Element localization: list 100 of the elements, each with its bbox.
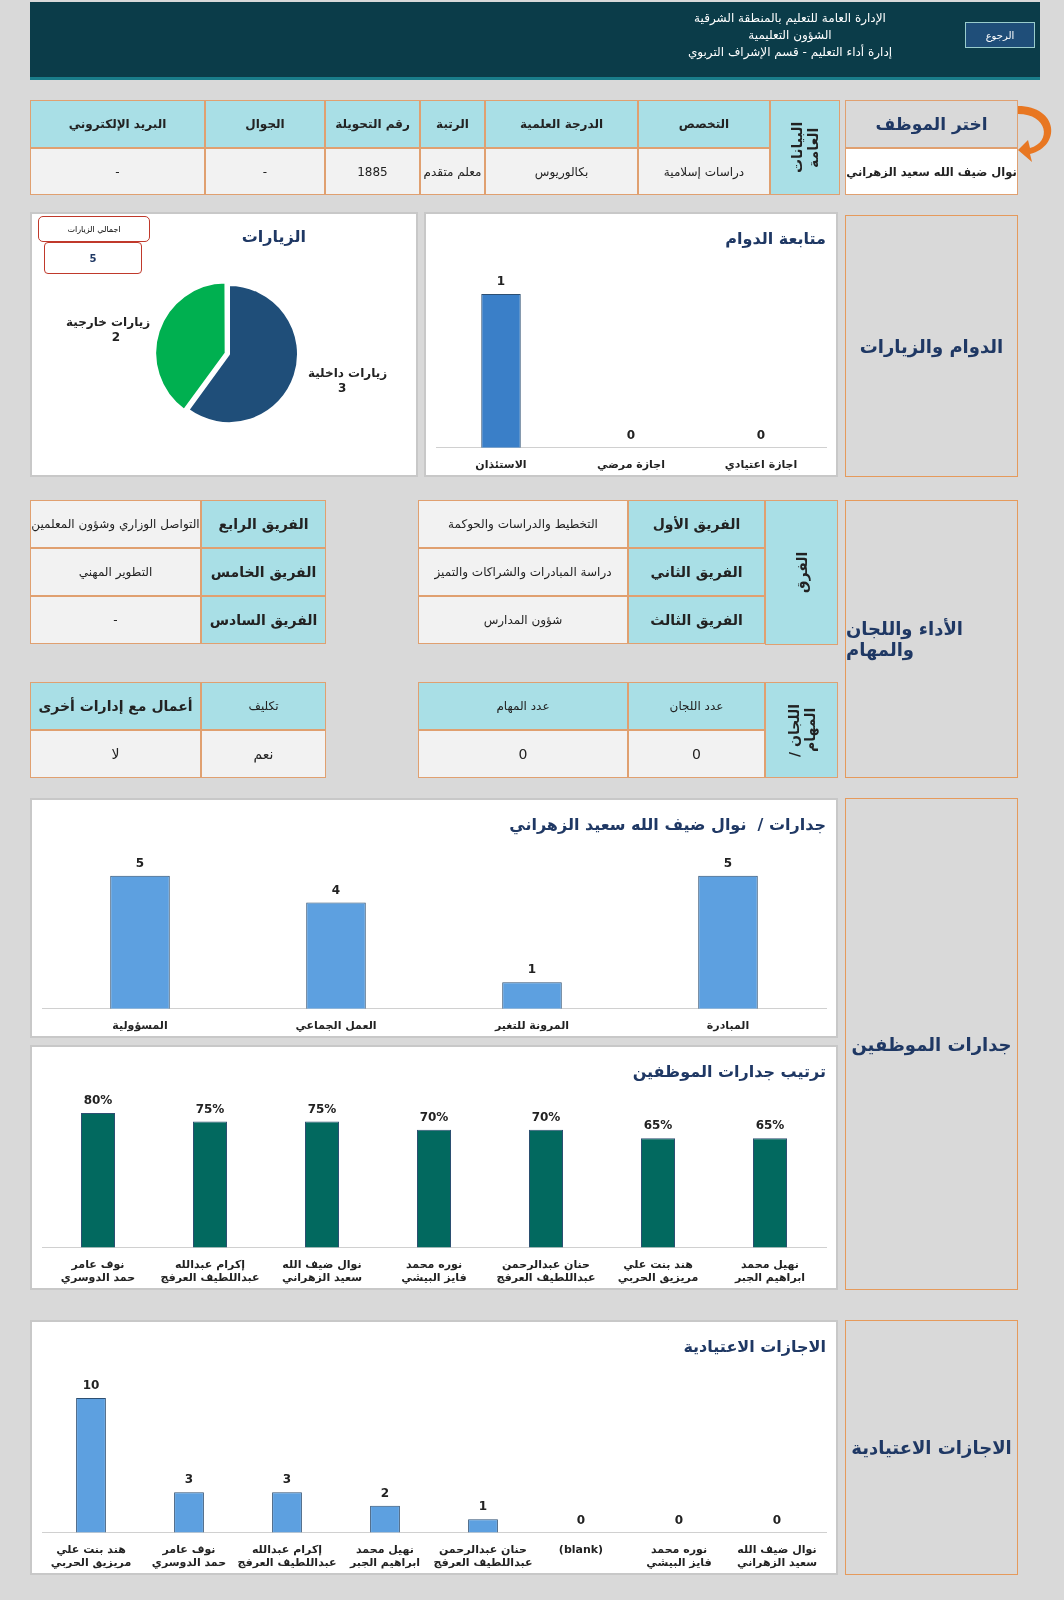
x-tick-label: حنان عبدالرحمن عبداللطيف العرفج (433, 1543, 533, 1570)
x-tick-label: المبادرة (706, 1019, 750, 1033)
data-label: 0 (674, 1512, 684, 1527)
text: الفريق الثالث (628, 596, 765, 644)
data-label: 65% (755, 1118, 785, 1133)
text: الرتبة (420, 100, 485, 148)
x-tick-label: هند بنت علي مريزيق الحربي (50, 1543, 132, 1570)
text: البيانات العامة (770, 100, 840, 195)
text: الرجوع (965, 22, 1035, 48)
x-tick-label: المسؤولية (112, 1019, 168, 1033)
x-tick-label: اجازة اعتيادي (724, 458, 798, 472)
data-label: 3 (184, 1472, 194, 1487)
data-label: 65% (643, 1118, 673, 1133)
x-tick-label: نوره محمد فايز البيشي (401, 1258, 467, 1285)
x-tick-label: العمل الجماعي (295, 1019, 377, 1033)
text: معلم متقدم (420, 148, 485, 195)
data-label: 1 (478, 1499, 488, 1514)
x-tick-label: الاستئذان (475, 458, 527, 472)
x-tick-label: إكرام عبدالله عبداللطيف العرفج (237, 1543, 337, 1570)
chart-title: الاجازات الاعتيادية (683, 1336, 826, 1356)
data-label: 1 (496, 274, 506, 289)
slice-label: زيارات داخلية (307, 365, 388, 380)
x-tick-label: نهيل محمد ابراهيم الجبر (348, 1543, 421, 1570)
text: التخصص (638, 100, 770, 148)
text: اللجان / المهام (765, 682, 838, 778)
data-label: 0 (772, 1512, 782, 1527)
text: 0 (418, 730, 628, 778)
text: أعمال مع إدارات أخرى (30, 682, 201, 730)
data-label: 70% (531, 1109, 561, 1124)
data-label: 0 (756, 427, 766, 442)
text: لا (30, 730, 201, 778)
x-tick-label: نوره محمد فايز البيشي (646, 1543, 712, 1570)
x-tick-label: حنان عبدالرحمن عبداللطيف العرفج (496, 1258, 596, 1285)
data-label: 75% (195, 1101, 225, 1116)
data-label: 75% (307, 1101, 337, 1116)
x-tick-label: المرونة للتغير (493, 1019, 570, 1033)
text: الاجازات الاعتيادية (845, 1320, 1018, 1575)
text: إدارة أداء التعليم - قسم الإشراف التربوي (686, 44, 894, 61)
data-label: 5 (723, 855, 733, 870)
text: الفريق السادس (201, 596, 326, 644)
data-label: 70% (419, 1109, 449, 1124)
text: الإدارة العامة للتعليم بالمنطقة الشرقية (693, 10, 887, 27)
chart-title: الزيارات (241, 226, 306, 246)
text: الأداء واللجان والمهام (845, 500, 1018, 778)
text: نوال ضيف الله سعيد الزهراني (845, 148, 1018, 195)
text: البريد الإلكتروني (30, 100, 205, 148)
text: دراسات إسلامية (638, 148, 770, 195)
text: الجوال (205, 100, 325, 148)
text: جدارات الموظفين (845, 798, 1018, 1290)
text: اجمالي الزيارات (38, 216, 150, 242)
text: الدرجة العلمية (485, 100, 638, 148)
x-tick-label: نوف عامر حمد الدوسري (60, 1258, 136, 1285)
text: نعم (201, 730, 326, 778)
text: الشؤون التعليمية (747, 27, 833, 44)
text: دراسة المبادرات والشراكات والتميز (418, 548, 628, 596)
x-tick-label: إكرام عبدالله عبداللطيف العرفج (160, 1258, 260, 1285)
text: اختر الموظف (845, 100, 1018, 148)
text: - (30, 148, 205, 195)
text: عدد المهام (418, 682, 628, 730)
data-label: 3 (337, 380, 347, 395)
text: الفريق الأول (628, 500, 765, 548)
x-tick-label: نوال ضيف الله سعيد الزهراني (737, 1543, 817, 1570)
chart-title: متابعة الدوام (725, 228, 826, 248)
text: الفريق الرابع (201, 500, 326, 548)
x-tick-label: نوف عامر حمد الدوسري (151, 1543, 227, 1570)
data-label: 2 (111, 329, 121, 344)
data-label: 80% (83, 1093, 113, 1108)
text: - (205, 148, 325, 195)
text: التطوير المهني (30, 548, 201, 596)
text: الفريق الخامس (201, 548, 326, 596)
data-label: 5 (135, 855, 145, 870)
text: - (30, 596, 201, 644)
data-label: 3 (282, 1472, 292, 1487)
text: بكالوريوس (485, 148, 638, 195)
text: الفريق الثاني (628, 548, 765, 596)
text: تكليف (201, 682, 326, 730)
text: رقم التحويلة (325, 100, 420, 148)
data-label: 10 (82, 1378, 100, 1393)
text: 0 (628, 730, 765, 778)
text: الفرق (765, 500, 838, 645)
text: التخطيط والدراسات والحوكمة (418, 500, 628, 548)
data-label: 0 (576, 1512, 586, 1527)
data-label: 4 (331, 882, 341, 897)
x-tick-label: نوال ضيف الله سعيد الزهراني (282, 1258, 362, 1285)
chart-title: جدارات / نوال ضيف الله سعيد الزهراني (509, 814, 826, 835)
x-tick-label: (blank) (558, 1543, 604, 1557)
data-label: 2 (380, 1485, 390, 1500)
data-label: 1 (527, 962, 537, 977)
chart-title: ترتيب جدارات الموظفين (632, 1061, 826, 1081)
x-tick-label: اجازة مرضي (597, 458, 665, 472)
text: عدد اللجان (628, 682, 765, 730)
x-tick-label: هند بنت علي مريزيق الحربي (617, 1258, 699, 1285)
data-label: 0 (626, 427, 636, 442)
x-tick-label: نهيل محمد ابراهيم الجبر (733, 1258, 806, 1285)
text: التواصل الوزاري وشؤون المعلمين (30, 500, 201, 548)
text: الدوام والزيارات (845, 215, 1018, 477)
slice-label: زيارات خارجية (65, 314, 151, 329)
text: 1885 (325, 148, 420, 195)
text: شؤون المدارس (418, 596, 628, 644)
text: 5 (44, 242, 142, 274)
